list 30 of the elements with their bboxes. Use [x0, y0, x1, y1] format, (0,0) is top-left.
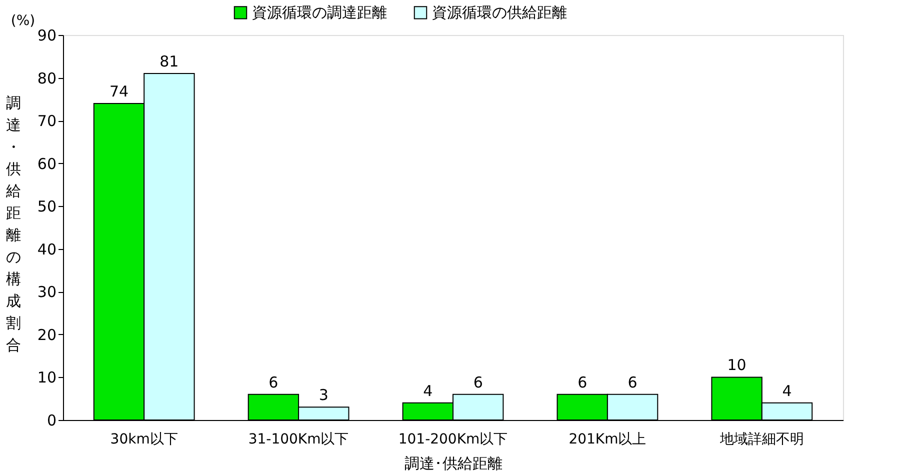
data-label: 6: [628, 373, 638, 392]
y-tick-label: 40: [37, 240, 56, 258]
y-tick-label: 0: [46, 412, 56, 430]
text: (%): [10, 13, 36, 29]
data-label: 3: [318, 386, 328, 404]
x-tick-label: 101-200Km以下: [398, 432, 508, 448]
data-label: 81: [160, 52, 179, 70]
x-tick-label: 201Km以上: [568, 432, 646, 448]
data-label: 74: [109, 82, 129, 100]
y-tick-label: 20: [37, 326, 56, 344]
y-tick-label: 30: [37, 283, 56, 302]
text: 調達・供給距離の構成割合: [6, 94, 21, 354]
data-label: 10: [727, 356, 746, 374]
x-tick-label: 地域詳細不明: [718, 432, 804, 448]
y-tick-label: 80: [37, 69, 56, 88]
data-label: 4: [782, 382, 792, 400]
legend-label: 資源循環の調達距離: [252, 4, 387, 22]
legend-label: 資源循環の供給距離: [432, 4, 567, 22]
y-tick-label: 10: [37, 368, 56, 387]
x-axis-title: 調達･供給距離: [404, 454, 502, 472]
data-label: 6: [578, 373, 588, 392]
y-tick-label: 60: [37, 154, 56, 173]
y-tick-label: 90: [37, 26, 56, 44]
data-label: 4: [423, 382, 433, 400]
x-tick-label: 31-100Km以下: [248, 432, 349, 448]
x-tick-label: 30km以下: [110, 432, 178, 448]
y-tick-label: 70: [37, 112, 56, 130]
data-label: 6: [268, 373, 278, 392]
data-label: 6: [473, 373, 483, 392]
y-tick-label: 50: [37, 198, 56, 216]
